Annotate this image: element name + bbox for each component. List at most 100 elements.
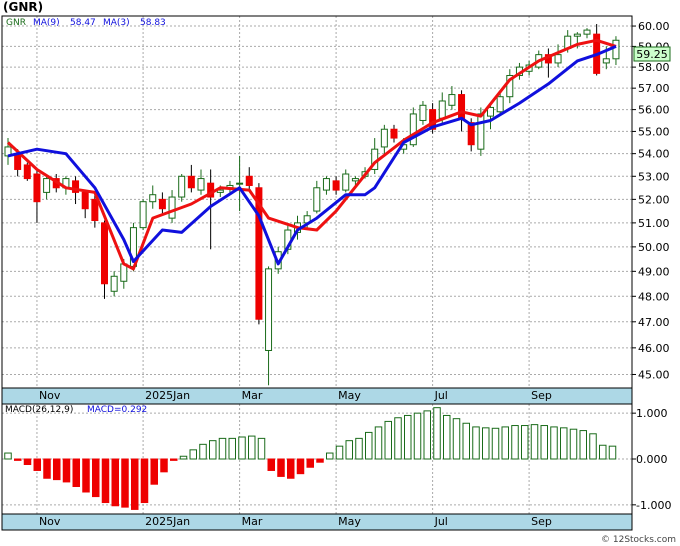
macd-bar [82, 458, 90, 493]
macd-bar [170, 458, 178, 461]
macd-bar [287, 458, 295, 479]
price-tick-label: 52.00 [638, 193, 670, 206]
candle-body [187, 175, 195, 189]
macd-bar [501, 426, 509, 460]
candle-body [236, 182, 244, 185]
candle-body [342, 173, 350, 191]
legend-ma9-label: MA(9) [33, 18, 60, 28]
candle-body [168, 196, 176, 219]
macd-bar [33, 458, 41, 471]
macd-bar [316, 458, 324, 463]
candle-body [255, 187, 263, 320]
macd-bar [452, 418, 461, 460]
macd-tick-label: 1.000 [636, 407, 668, 420]
date-label: Nov [39, 389, 61, 402]
price-date-axis-band [1, 387, 633, 405]
macd-bar [579, 430, 587, 460]
candle-body [429, 109, 437, 130]
price-tick-label: 54.00 [638, 148, 670, 161]
candle-body [448, 94, 456, 106]
watermark: © 12Stocks.com [601, 535, 676, 545]
macd-bar [608, 445, 617, 460]
macd-bar [433, 407, 441, 460]
candle-body [139, 201, 147, 229]
macd-bar [345, 440, 353, 460]
macd-bar [248, 435, 256, 460]
legend-ma3-value: 58.83 [140, 18, 166, 28]
price-tick-label: 48.00 [638, 290, 670, 303]
candle-body [477, 113, 485, 150]
price-tick-label: 50.00 [638, 241, 670, 254]
candle-body [101, 222, 108, 285]
macd-bar [218, 437, 227, 460]
macd-axis-ticks: 1.000 0.000 -1.000 [632, 407, 671, 512]
macd-bar [160, 458, 168, 473]
candle-body [390, 128, 398, 139]
macd-tick-label: -1.000 [636, 499, 671, 512]
date-label: May [338, 389, 361, 402]
macd-bar [306, 458, 314, 468]
legend-ma9-value: 58.47 [70, 18, 96, 28]
candle-body [149, 194, 157, 203]
macd-bar [111, 458, 119, 507]
candle-body [265, 268, 273, 351]
macd-bar [569, 428, 578, 460]
ma3-line [6, 38, 617, 271]
macd-bar [228, 437, 236, 460]
macd-bar [472, 426, 480, 460]
macd-bar [277, 458, 285, 477]
macd-bar [443, 414, 451, 460]
moving-average-lines [6, 38, 617, 271]
candle-body [313, 187, 321, 212]
candle-body [245, 175, 253, 186]
candle-body [81, 191, 89, 210]
candle-body [178, 175, 186, 198]
price-tick-label: 45.00 [638, 368, 670, 381]
date-label: Mar [242, 389, 263, 402]
macd-bar [189, 449, 197, 460]
candle-body [419, 104, 427, 121]
macd-tick-label: 0.000 [636, 453, 668, 466]
candle-body [72, 180, 80, 193]
macd-date-axis-band [1, 513, 633, 531]
price-tick-label: 55.00 [638, 125, 670, 138]
candle-body [332, 180, 340, 191]
candle-body [197, 178, 205, 191]
candle-body [91, 198, 99, 222]
candle-body [583, 29, 591, 35]
macd-bar [511, 425, 519, 460]
macd-bar [394, 417, 402, 460]
candle-body [23, 164, 31, 180]
macd-bar [374, 426, 383, 460]
macd-date-label: Nov [39, 515, 61, 528]
macd-bar [62, 458, 71, 483]
legend-symbol: GNR [6, 18, 26, 28]
date-label: Sep [531, 389, 552, 402]
macd-bar [530, 424, 539, 460]
macd-bar [179, 455, 188, 460]
candle-body [496, 96, 504, 113]
ma9-line [7, 45, 617, 266]
macd-bar [599, 444, 607, 460]
macd-bar [209, 440, 217, 460]
price-tick-label: 47.00 [638, 316, 670, 329]
macd-bar [355, 437, 363, 460]
macd-bar [140, 458, 149, 504]
price-tick-label: 53.00 [638, 170, 670, 183]
candle-body [43, 178, 51, 193]
macd-date-label: May [338, 515, 361, 528]
candle-body [573, 33, 581, 37]
macd-bar [365, 431, 373, 460]
macd-date-label: 2025Jan [145, 515, 190, 528]
candle-body [216, 189, 224, 193]
macd-legend-value: MACD=0.292 [87, 405, 147, 415]
candlestick-series [4, 24, 620, 386]
macd-bar [150, 458, 158, 485]
macd-bar [23, 458, 32, 465]
macd-bar [296, 458, 305, 475]
macd-date-label: Mar [242, 515, 263, 528]
ticker-title: (GNR) [3, 0, 44, 14]
macd-bar [199, 443, 207, 460]
price-tick-label: 60.00 [638, 20, 670, 33]
